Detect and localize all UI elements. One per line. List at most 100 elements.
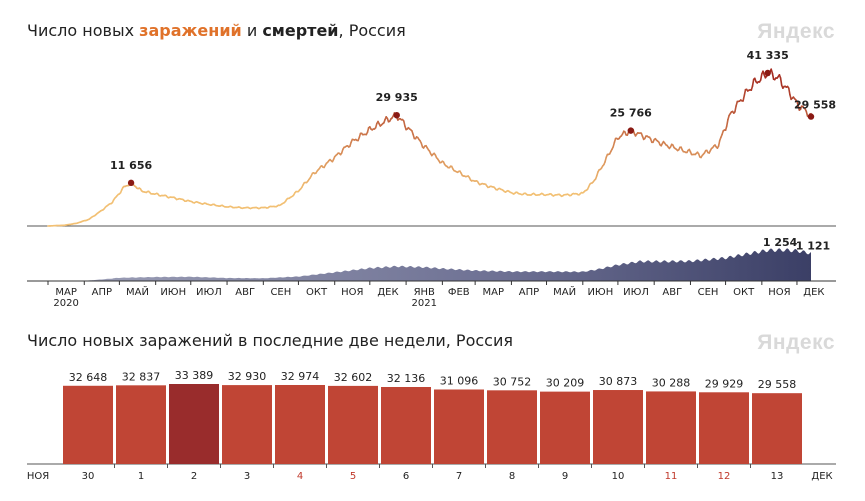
- bar-value-label: 29 929: [705, 377, 744, 390]
- cases-line-segment: [743, 88, 747, 97]
- x-tick-label: ИЮН: [587, 287, 613, 298]
- bar-category-label: 3: [244, 471, 250, 482]
- bar: [381, 387, 431, 464]
- bar: [63, 385, 113, 464]
- bar: [434, 389, 484, 464]
- bar: [116, 385, 166, 464]
- bar: [275, 384, 325, 464]
- cases-peak-marker: [393, 111, 400, 119]
- bar-value-label: 33 389: [175, 369, 214, 382]
- x-tick-label: ФЕВ: [448, 287, 470, 298]
- x-tick-label: НОЯ: [341, 287, 363, 298]
- bar-value-label: 29 558: [758, 378, 797, 391]
- x-tick-label: АВГ: [662, 287, 682, 298]
- year-label: 2020: [53, 298, 78, 309]
- start-month-label: НОЯ: [27, 471, 49, 482]
- cases-peak-marker: [807, 113, 815, 120]
- bar: [487, 390, 537, 464]
- x-tick-label: ДЕК: [803, 287, 824, 298]
- x-tick-label: ОКТ: [733, 287, 755, 298]
- x-tick-label: МАЙ: [553, 285, 576, 298]
- cases-peak-label: 41 335: [747, 49, 789, 62]
- bar-category-label: 1: [138, 471, 144, 482]
- x-tick-label: СЕН: [270, 287, 291, 298]
- title-cases-highlight: заражений: [139, 21, 242, 40]
- bar-chart-title: Число новых заражений в последние две не…: [27, 331, 513, 350]
- chart-title: Число новых заражений и смертей, Россия: [27, 21, 406, 40]
- bar-category-label: 6: [403, 471, 409, 482]
- cases-peak-marker: [764, 69, 771, 77]
- x-tick-label: МАЙ: [126, 285, 149, 298]
- cases-line-segment: [717, 139, 721, 147]
- cases-peak-marker: [627, 127, 634, 134]
- bar-category-label: 11: [665, 471, 678, 482]
- cases-line-segment: [742, 94, 746, 102]
- x-tick-label: ИЮН: [160, 287, 186, 298]
- cases-line-segment: [759, 73, 763, 81]
- x-tick-label: ДЕК: [377, 287, 398, 298]
- bar: [699, 392, 749, 464]
- bar-value-label: 30 873: [599, 375, 638, 388]
- x-tick-label: ЯНВ: [414, 287, 435, 298]
- bar-value-label: 32 136: [387, 372, 426, 385]
- bar: [169, 384, 219, 464]
- title-text: и: [241, 21, 263, 40]
- bar-category-label: 13: [771, 471, 784, 482]
- bar-category-label: 30: [82, 471, 95, 482]
- bar-value-label: 32 648: [69, 371, 108, 384]
- bar-category-label: 8: [509, 471, 515, 482]
- bar-value-label: 32 602: [334, 371, 373, 384]
- bar-value-label: 31 096: [440, 374, 479, 387]
- cases-peak-label: 29 935: [376, 91, 418, 104]
- x-tick-label: ИЮЛ: [623, 287, 649, 298]
- deaths-peak-label: 1 121: [796, 239, 830, 252]
- bar: [540, 391, 590, 464]
- bar-value-label: 30 209: [546, 377, 585, 390]
- title-text: Число новых: [27, 21, 140, 40]
- cases-line-segment: [779, 77, 783, 87]
- x-tick-label: АПР: [519, 287, 539, 298]
- cases-peak-label: 11 656: [110, 159, 152, 172]
- x-tick-label: АВГ: [235, 287, 255, 298]
- x-tick-label: ОКТ: [306, 287, 328, 298]
- cases-peak-label: 29 558: [794, 99, 836, 112]
- bar: [752, 393, 802, 464]
- cases-line-segment: [734, 105, 737, 113]
- cases-peak-label: 25 766: [610, 107, 652, 120]
- bar-value-label: 32 930: [228, 370, 267, 383]
- title-text: , Россия: [338, 21, 406, 40]
- x-tick-label: СЕН: [698, 287, 719, 298]
- bar: [593, 390, 643, 464]
- deaths-area: [48, 248, 811, 281]
- bar-category-label: 7: [456, 471, 462, 482]
- title-deaths-highlight: смертей: [262, 21, 339, 40]
- yandex-logo: Яндекс: [757, 331, 835, 354]
- bar: [222, 385, 272, 464]
- cases-line-segment: [402, 120, 406, 127]
- bar: [646, 391, 696, 464]
- x-tick-label: АПР: [92, 287, 112, 298]
- bar-category-label: 10: [612, 471, 625, 482]
- cases-series: [47, 68, 812, 227]
- cases-line-segment: [751, 78, 755, 87]
- x-tick-label: ИЮЛ: [196, 287, 222, 298]
- bar-category-label: 9: [562, 471, 568, 482]
- year-label: 2021: [412, 298, 437, 309]
- yandex-logo: Яндекс: [757, 20, 835, 43]
- cases-line-segment: [725, 118, 729, 128]
- bar-value-label: 30 288: [652, 376, 691, 389]
- bar-category-label: 2: [191, 471, 197, 482]
- cases-line-segment: [771, 72, 775, 80]
- deaths-peak-label: 1 254: [763, 236, 798, 249]
- bar-value-label: 30 752: [493, 375, 532, 388]
- x-tick-label: НОЯ: [768, 287, 790, 298]
- end-month-label: ДЕК: [811, 471, 832, 482]
- x-tick-label: МАР: [483, 287, 505, 298]
- x-tick-label: МАР: [55, 287, 77, 298]
- bar-value-label: 32 837: [122, 370, 161, 383]
- bar-category-label: 12: [718, 471, 731, 482]
- cases-line-segment: [787, 87, 791, 96]
- bar-value-label: 32 974: [281, 370, 320, 383]
